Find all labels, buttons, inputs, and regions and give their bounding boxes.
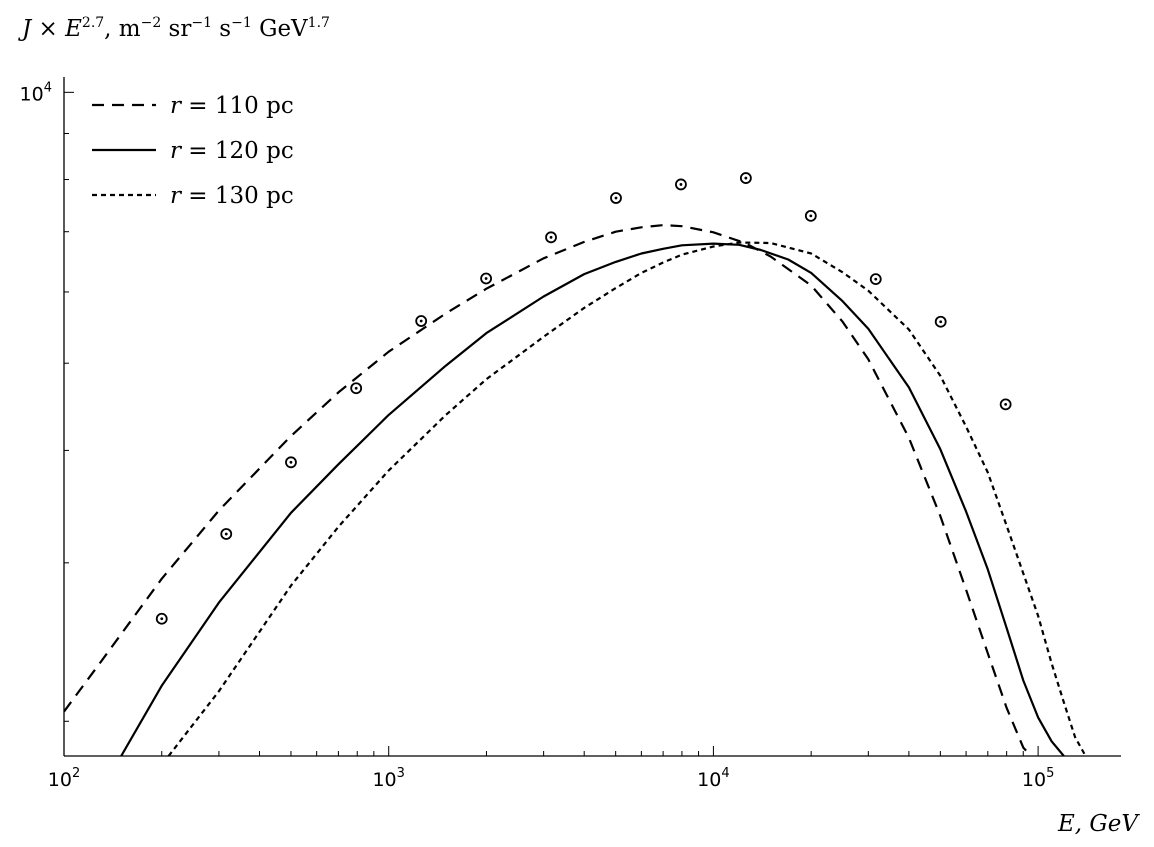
data-point [934, 315, 947, 328]
series-line-solid [120, 242, 1065, 756]
data-point [220, 528, 233, 540]
plot-series [64, 224, 1087, 756]
data-point-dot [744, 176, 748, 180]
data-point [155, 612, 168, 625]
data-point [999, 398, 1012, 411]
y-axis-label: J × E2.7, m−2 sr−1 s−1 GeV1.7 [18, 15, 330, 42]
x-tick-label: 102 [48, 766, 80, 791]
data-point [610, 192, 622, 204]
data-point-dot [160, 617, 164, 621]
data-point [804, 209, 817, 222]
data-point-dot [874, 277, 878, 281]
series-line-dotted [167, 241, 1087, 756]
axes: 102 103 104 105 104 [20, 77, 1121, 791]
data-point-dot [939, 320, 943, 324]
x-axis-label: E, GeV [1057, 811, 1140, 837]
data-point-dot [224, 532, 228, 536]
data-point [739, 172, 752, 184]
legend-item: r = 130 pc [92, 183, 294, 209]
data-point [350, 382, 363, 395]
data-point-dot [354, 386, 358, 390]
legend-label: r = 130 pc [170, 183, 294, 209]
legend: r = 110 pc r = 120 pc r = 130 pc [92, 93, 294, 209]
data-point-dot [289, 460, 293, 464]
x-tick-label: 105 [1022, 766, 1054, 791]
data-point [869, 273, 882, 286]
data-point-dot [484, 277, 488, 280]
legend-label: r = 110 pc [170, 93, 294, 119]
data-point-dot [419, 319, 423, 323]
data-point-dot [549, 235, 553, 239]
legend-label: r = 120 pc [170, 138, 294, 164]
data-point [480, 272, 492, 285]
data-point-dot [679, 183, 683, 186]
x-tick-label: 103 [372, 766, 404, 791]
data-point-dot [614, 196, 618, 200]
data-point [545, 231, 557, 244]
data-point [415, 315, 428, 327]
data-point-dot [1004, 402, 1008, 406]
legend-item: r = 110 pc [92, 93, 294, 119]
data-point-dot [809, 214, 813, 218]
data-point [675, 178, 687, 191]
x-tick-label: 104 [697, 766, 729, 791]
series-line-dashed [64, 224, 1032, 756]
y-tick-label: 104 [20, 80, 52, 105]
data-point [285, 456, 297, 469]
data-markers [155, 172, 1012, 625]
legend-item: r = 120 pc [92, 138, 294, 164]
